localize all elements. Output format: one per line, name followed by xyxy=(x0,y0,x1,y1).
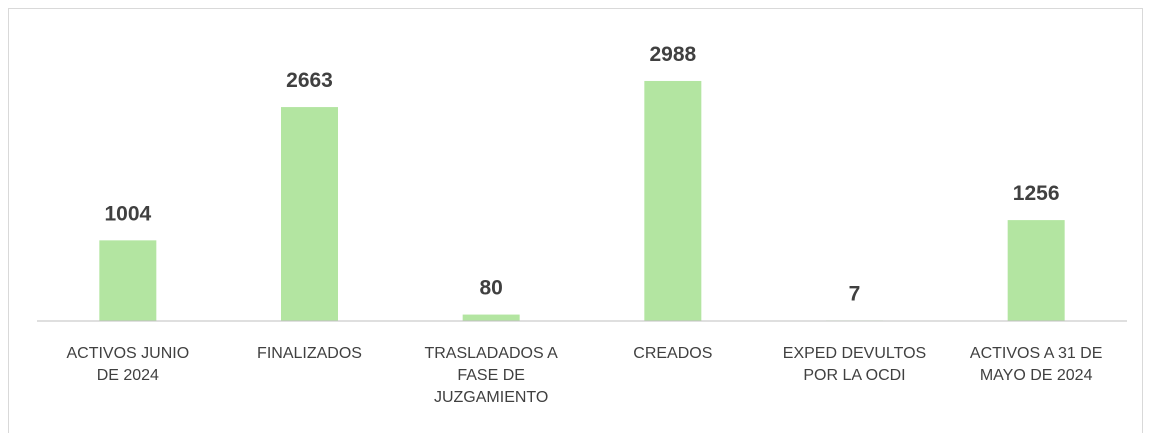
bar xyxy=(462,314,520,321)
data-label: 2663 xyxy=(286,69,333,92)
bar xyxy=(281,107,338,322)
x-tick-label: FINALIZADOS xyxy=(257,345,362,362)
x-tick-label: ACTIVOS JUNIO DE 2024 xyxy=(66,345,190,384)
bar xyxy=(1007,220,1065,321)
data-label: 2988 xyxy=(649,43,696,66)
x-tick-label: CREADOS xyxy=(633,345,713,362)
x-tick-label: TRASLADADOS A FASE DE JUZGAMIENTO xyxy=(424,345,558,406)
x-tick-label: EXPED DEVULTOS POR LA OCDI xyxy=(782,345,927,384)
bar xyxy=(644,80,702,322)
data-label: 7 xyxy=(849,282,861,305)
chart-border xyxy=(8,8,1143,433)
bar xyxy=(99,240,157,321)
data-label: 1004 xyxy=(104,202,151,225)
data-label: 1256 xyxy=(1013,182,1060,205)
x-tick-label: ACTIVOS A 31 DE MAYO DE 2024 xyxy=(969,345,1103,384)
data-label: 80 xyxy=(479,277,502,300)
